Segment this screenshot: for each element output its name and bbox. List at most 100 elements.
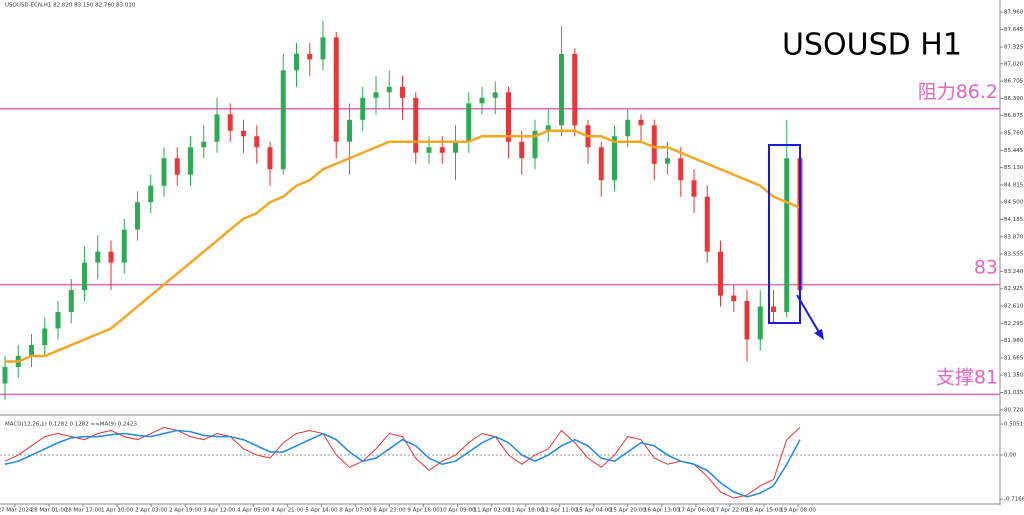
x-tick-label: 28 Mar 17:00 bbox=[65, 508, 102, 514]
candle-body bbox=[55, 312, 61, 329]
candle-body bbox=[492, 92, 498, 98]
candle-body bbox=[254, 136, 260, 148]
candle-body bbox=[771, 306, 776, 313]
candle-body bbox=[280, 70, 286, 170]
candle-body bbox=[29, 344, 34, 356]
x-tick-label: 4 Apr 21:00 bbox=[271, 508, 304, 514]
y-tick-label: 81.665 bbox=[1004, 355, 1024, 361]
y-tick-label: 85.760 bbox=[1004, 130, 1024, 136]
x-tick-label: 8 Apr 07:00 bbox=[339, 508, 372, 514]
y-tick-label: 82.295 bbox=[1004, 321, 1024, 327]
chart-title: USOUSD H1 bbox=[782, 28, 962, 63]
candle-body bbox=[68, 290, 74, 313]
x-tick-label: 19 Apr 08:00 bbox=[780, 508, 816, 514]
candle-body bbox=[360, 97, 366, 120]
x-tick-label: 27 Mar 2024 bbox=[0, 508, 33, 514]
macd-label: MACD(12,26,1) 0.1282 0.1282 ≈≈MA(9) 0.24… bbox=[5, 422, 138, 428]
candle-body bbox=[148, 185, 154, 203]
candle-body bbox=[426, 147, 432, 153]
x-tick-label: 11 Apr 02:00 bbox=[474, 508, 510, 514]
candle-body bbox=[267, 147, 273, 170]
candle-body bbox=[227, 114, 233, 131]
candle-body bbox=[439, 147, 445, 153]
symbol-header: USOUSD-ECN,H1 82.820 83.150 82.760 83.01… bbox=[5, 3, 136, 9]
x-tick-label: 15 Apr 20:00 bbox=[610, 508, 646, 514]
candle-body bbox=[665, 158, 670, 164]
x-tick-label: 10 Apr 09:00 bbox=[440, 508, 476, 514]
y-tick-label: 87.325 bbox=[1004, 45, 1024, 51]
x-tick-label: 2 Apr 03:00 bbox=[135, 508, 168, 514]
highlight-box bbox=[768, 144, 801, 324]
x-tick-label: 8 Apr 23:00 bbox=[373, 508, 406, 514]
y-tick-label: 85.445 bbox=[1004, 148, 1024, 154]
candle-body bbox=[651, 125, 657, 164]
candle-body bbox=[161, 158, 167, 186]
candle-body bbox=[42, 328, 48, 345]
y-tick-label: 86.390 bbox=[1004, 96, 1024, 102]
x-tick-label: 2 Apr 19:00 bbox=[169, 508, 202, 514]
candle-body bbox=[188, 147, 193, 175]
candle-body bbox=[466, 103, 472, 142]
y-tick-label: 83.870 bbox=[1004, 234, 1024, 240]
arrow-shaft bbox=[796, 294, 821, 335]
candle-body bbox=[598, 147, 604, 181]
candle-body bbox=[320, 37, 326, 60]
candle-body bbox=[373, 92, 379, 98]
y-tick-label: 86.075 bbox=[1004, 113, 1024, 119]
candle-body bbox=[718, 251, 723, 296]
candle-body bbox=[479, 97, 485, 104]
macd-y-tick-label: -0.7166 bbox=[1004, 497, 1024, 503]
x-tick-label: 17 Apr 06:00 bbox=[678, 508, 714, 514]
x-tick-label: 4 Apr 05:00 bbox=[237, 508, 270, 514]
x-tick-label: 9 Apr 16:00 bbox=[407, 508, 440, 514]
candle-body bbox=[241, 130, 246, 137]
y-tick-label: 81.980 bbox=[1004, 338, 1024, 344]
candle-body bbox=[744, 301, 750, 340]
y-tick-label: 86.705 bbox=[1004, 79, 1024, 85]
arrow-head bbox=[814, 329, 824, 340]
candle-body bbox=[638, 119, 644, 126]
x-tick-label: 5 Apr 14:00 bbox=[305, 508, 338, 514]
x-tick-label: 1 Apr 10:00 bbox=[101, 508, 134, 514]
y-tick-label: 85.130 bbox=[1004, 165, 1024, 171]
candle-body bbox=[108, 251, 114, 263]
candle-body bbox=[347, 119, 352, 142]
y-tick-label: 81.035 bbox=[1004, 390, 1024, 396]
x-tick-label: 28 Mar 01:00 bbox=[31, 508, 68, 514]
level-label: 支撑81 bbox=[936, 366, 998, 388]
candle-body bbox=[453, 141, 458, 153]
y-tick-label: 80.720 bbox=[1004, 407, 1024, 413]
y-tick-label: 83.240 bbox=[1004, 269, 1024, 275]
x-tick-label: 15 Apr 04:00 bbox=[576, 508, 612, 514]
candle-body bbox=[307, 53, 313, 60]
candle-body bbox=[135, 202, 140, 230]
level-label: 83 bbox=[974, 257, 998, 279]
candle-body bbox=[572, 53, 578, 126]
candle-body bbox=[506, 92, 511, 142]
candle-body bbox=[201, 141, 207, 148]
y-tick-label: 83.555 bbox=[1004, 252, 1024, 258]
x-tick-label: 16 Apr 13:00 bbox=[644, 508, 680, 514]
y-tick-label: 87.645 bbox=[1004, 27, 1024, 33]
candle-body bbox=[612, 136, 617, 181]
y-tick-label: 87.960 bbox=[1004, 10, 1024, 16]
candle-body bbox=[559, 53, 564, 126]
candle-body bbox=[545, 125, 551, 131]
y-tick-label: 87.020 bbox=[1004, 61, 1024, 67]
macd-line bbox=[4, 426, 801, 499]
candle-body bbox=[333, 37, 339, 142]
y-tick-label: 84.185 bbox=[1004, 217, 1024, 223]
moving-average bbox=[5, 129, 801, 363]
y-tick-label: 81.350 bbox=[1004, 373, 1024, 379]
x-tick-label: 3 Apr 12:00 bbox=[203, 508, 236, 514]
candle-body bbox=[731, 295, 737, 302]
candle-body bbox=[691, 180, 697, 197]
candle-body bbox=[400, 86, 405, 98]
candle-body bbox=[95, 251, 101, 263]
x-tick-label: 12 Apr 11:00 bbox=[542, 508, 578, 514]
macd-y-tick-label: 0.5051 bbox=[1004, 421, 1023, 427]
candle-body bbox=[519, 141, 525, 159]
y-tick-label: 84.500 bbox=[1004, 200, 1024, 206]
